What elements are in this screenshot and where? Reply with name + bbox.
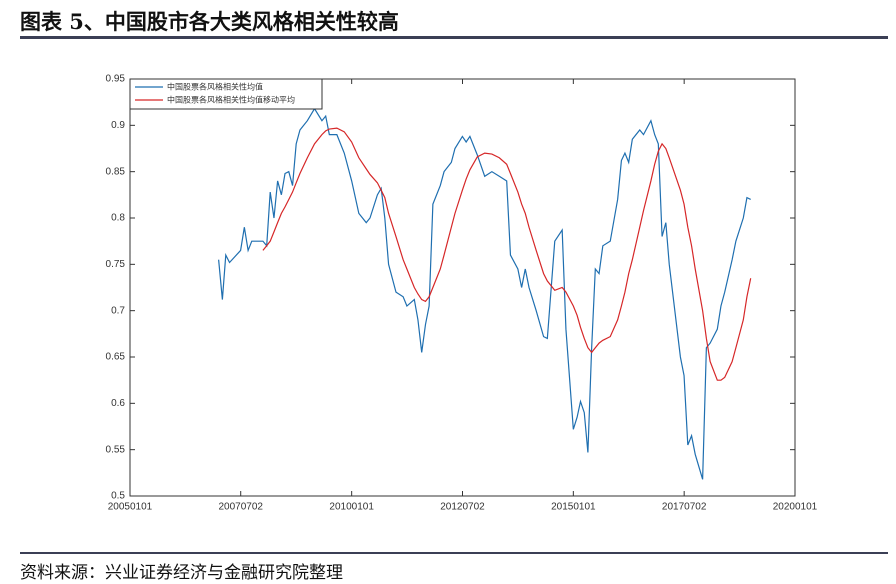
source-note: 资料来源：兴业证券经济与金融研究院整理 bbox=[20, 563, 343, 583]
series-line bbox=[262, 127, 752, 381]
series-line bbox=[218, 107, 751, 480]
legend-box bbox=[129, 78, 323, 110]
x-tick-label: 20050101 bbox=[108, 502, 153, 513]
legend-label: 中国股票各风格相关性均值 bbox=[167, 82, 263, 92]
y-tick-label: 0.55 bbox=[106, 444, 126, 455]
y-tick-label: 0.9 bbox=[111, 120, 125, 131]
figure-title: 图表 5、中国股市各大类风格相关性较高 bbox=[20, 9, 399, 34]
legend-label: 中国股票各风格相关性均值移动平均 bbox=[167, 95, 295, 105]
x-tick-label: 20150101 bbox=[551, 502, 596, 513]
chart: 0.5 0.55 0.6 0.65 0.7 0.75 0.8 0.85 0.9 0.95 20050… bbox=[106, 74, 818, 513]
x-tick-label: 20070702 bbox=[218, 502, 263, 513]
y-tick-label: 0.6 bbox=[111, 398, 125, 409]
y-tick-label: 0.8 bbox=[111, 213, 125, 224]
y-tick-label: 0.65 bbox=[106, 352, 126, 363]
y-tick-label: 0.85 bbox=[106, 166, 126, 177]
y-tick-label: 0.75 bbox=[106, 259, 126, 270]
y-tick-label: 0.7 bbox=[111, 305, 125, 316]
x-tick-label: 20170702 bbox=[662, 502, 707, 513]
y-tick-label: 0.5 bbox=[111, 491, 125, 502]
x-tick-label: 20100101 bbox=[329, 502, 374, 513]
y-tick-label: 0.95 bbox=[106, 74, 126, 85]
source-rule bbox=[20, 552, 888, 554]
plot-frame bbox=[129, 78, 796, 497]
x-tick-label: 20120702 bbox=[440, 502, 485, 513]
x-tick-label: 20200101 bbox=[773, 502, 818, 513]
title-rule bbox=[20, 36, 888, 39]
